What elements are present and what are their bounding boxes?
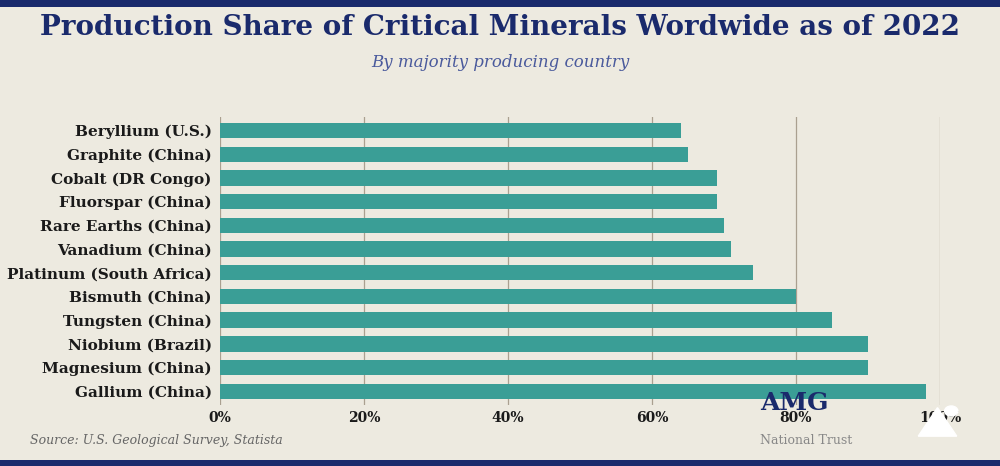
- Bar: [220, 218, 724, 233]
- Bar: [220, 241, 731, 257]
- Circle shape: [945, 406, 958, 416]
- Text: By majority producing country: By majority producing country: [371, 54, 629, 70]
- Bar: [220, 360, 868, 375]
- Bar: [220, 147, 688, 162]
- Polygon shape: [918, 408, 957, 436]
- Bar: [220, 384, 926, 399]
- Text: Source: U.S. Geological Survey, Statista: Source: U.S. Geological Survey, Statista: [30, 434, 283, 447]
- Text: Production Share of Critical Minerals Wordwide as of 2022: Production Share of Critical Minerals Wo…: [40, 14, 960, 41]
- Bar: [220, 313, 832, 328]
- Bar: [220, 194, 717, 209]
- Text: National Trust: National Trust: [760, 434, 852, 447]
- Text: AMG: AMG: [760, 391, 828, 415]
- Bar: [220, 336, 868, 351]
- Bar: [220, 123, 681, 138]
- Bar: [220, 289, 796, 304]
- Bar: [220, 171, 717, 186]
- Bar: [220, 265, 753, 281]
